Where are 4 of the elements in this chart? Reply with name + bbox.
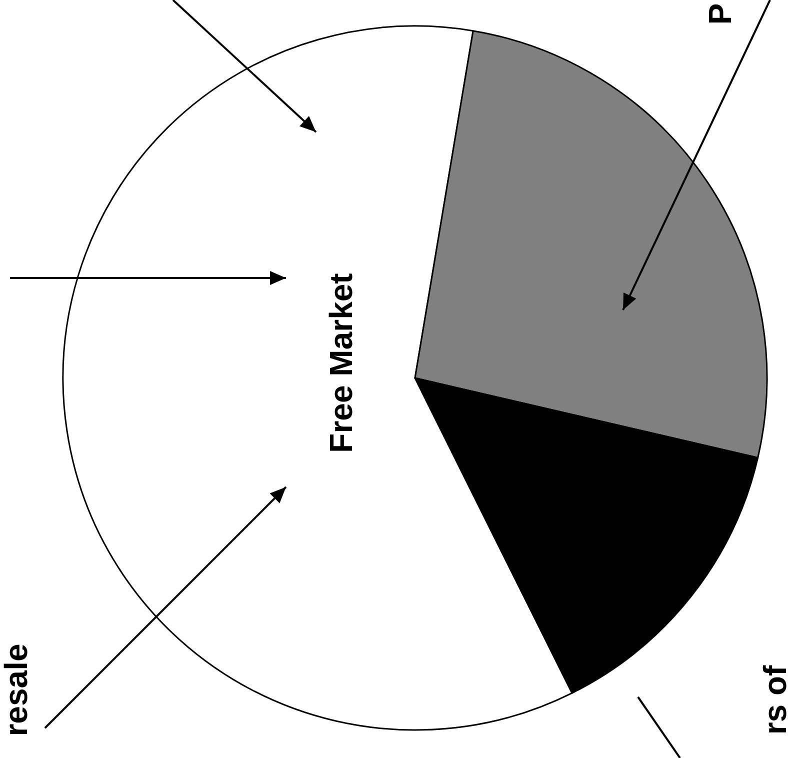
text: resale [0,644,34,736]
slice-label: rs of [757,664,793,735]
slice-label: P [702,3,738,25]
slice-label: Free Market [323,272,359,453]
